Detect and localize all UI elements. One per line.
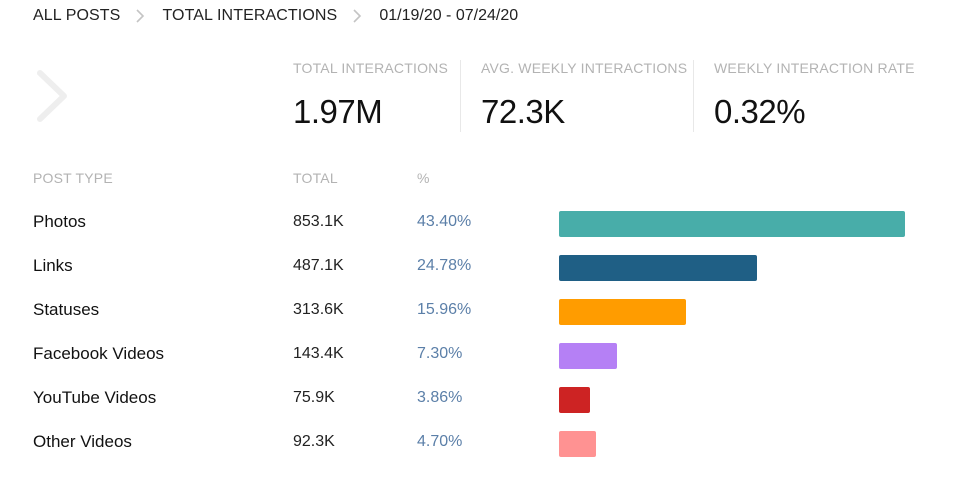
total-value: 853.1K xyxy=(293,213,344,230)
total-value: 143.4K xyxy=(293,345,344,362)
divider xyxy=(460,60,461,132)
share-bar xyxy=(559,343,617,369)
stat-label: AVG. WEEKLY INTERACTIONS xyxy=(481,60,688,76)
table-row: Photos 853.1K 43.40% xyxy=(0,201,961,245)
stat-label: WEEKLY INTERACTION RATE xyxy=(714,60,915,76)
chevron-right-icon xyxy=(347,6,367,26)
column-header-post-type: POST TYPE xyxy=(33,170,113,186)
chevron-right-icon[interactable] xyxy=(36,70,70,122)
total-value: 92.3K xyxy=(293,433,335,450)
table-header: POST TYPE TOTAL % xyxy=(0,170,961,188)
percent-value: 7.30% xyxy=(417,345,463,362)
stat-label: TOTAL INTERACTIONS xyxy=(293,60,449,76)
share-bar xyxy=(559,255,757,281)
total-value: 75.9K xyxy=(293,389,335,406)
column-header-total: TOTAL xyxy=(293,170,338,186)
post-type-label: Photos xyxy=(33,212,86,231)
table-row: Facebook Videos 143.4K 7.30% xyxy=(0,333,961,377)
share-bar xyxy=(559,299,686,325)
percent-value: 15.96% xyxy=(417,301,472,318)
table-row: Links 487.1K 24.78% xyxy=(0,245,961,289)
total-value: 313.6K xyxy=(293,301,344,318)
post-type-label: YouTube Videos xyxy=(33,388,157,407)
stat-value: 72.3K xyxy=(481,93,565,130)
stat-weekly-interaction-rate: WEEKLY INTERACTION RATE 0.32% xyxy=(694,60,924,132)
stat-value: 1.97M xyxy=(293,93,383,130)
breadcrumb: ALL POSTS TOTAL INTERACTIONS 01/19/20 - … xyxy=(33,5,518,27)
stat-total-interactions: TOTAL INTERACTIONS 1.97M xyxy=(293,60,460,132)
table-row: YouTube Videos 75.9K 3.86% xyxy=(0,377,961,421)
post-type-label: Statuses xyxy=(33,300,100,319)
post-type-label: Links xyxy=(33,256,73,275)
stat-value: 0.32% xyxy=(714,93,806,130)
percent-value: 4.70% xyxy=(417,433,463,450)
post-type-label: Facebook Videos xyxy=(33,344,165,363)
percent-value: 3.86% xyxy=(417,389,463,406)
share-bar xyxy=(559,387,590,413)
share-bar xyxy=(559,431,596,457)
column-header-percent: % xyxy=(417,170,430,186)
stat-avg-weekly-interactions: AVG. WEEKLY INTERACTIONS 72.3K xyxy=(461,60,693,132)
table-row: Statuses 313.6K 15.96% xyxy=(0,289,961,333)
breadcrumb-all-posts[interactable]: ALL POSTS xyxy=(33,7,121,24)
share-bar xyxy=(559,211,905,237)
percent-value: 43.40% xyxy=(417,213,472,230)
table-row: Other Videos 92.3K 4.70% xyxy=(0,421,961,465)
percent-value: 24.78% xyxy=(417,257,472,274)
summary-stats: TOTAL INTERACTIONS 1.97M AVG. WEEKLY INT… xyxy=(293,60,924,132)
post-type-label: Other Videos xyxy=(33,432,132,451)
chevron-right-icon xyxy=(130,6,150,26)
breadcrumb-total-interactions[interactable]: TOTAL INTERACTIONS xyxy=(162,7,338,24)
date-range[interactable]: 01/19/20 - 07/24/20 xyxy=(379,7,519,24)
total-value: 487.1K xyxy=(293,257,344,274)
divider xyxy=(693,60,694,132)
